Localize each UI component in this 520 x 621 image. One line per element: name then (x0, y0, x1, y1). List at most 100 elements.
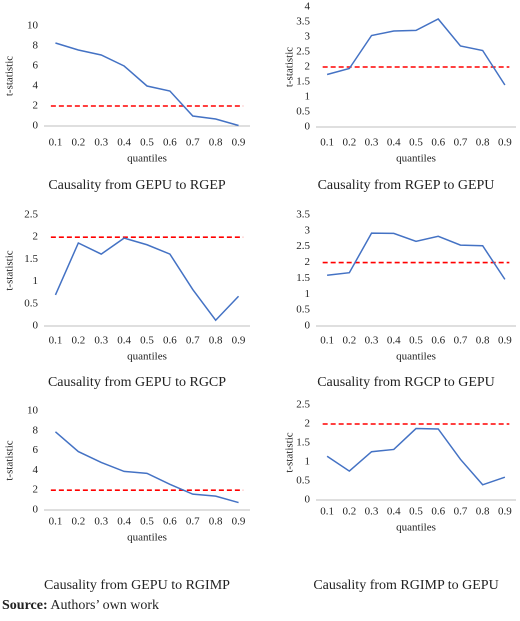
x-tick-label: 0.8 (209, 335, 223, 347)
x-tick-label: 0.6 (431, 335, 445, 347)
chart-caption: Causality from GEPU to RGEP (48, 178, 226, 193)
y-tick-label: 2 (33, 484, 39, 496)
x-tick-label: 0.7 (186, 137, 200, 149)
y-tick-label: 2.5 (24, 209, 38, 221)
x-tick-label: 0.9 (498, 506, 512, 518)
x-tick-label: 0.2 (71, 335, 85, 347)
x-tick-label: 0.1 (49, 335, 63, 347)
y-tick-label: 1.5 (24, 253, 38, 265)
y-tick-label: 2 (305, 256, 311, 268)
x-tick-label: 0.2 (342, 137, 356, 149)
data-line (54, 237, 240, 322)
y-tick-label: 1.5 (296, 76, 310, 88)
x-tick-label: 0.6 (431, 137, 445, 149)
x-tick-label: 0.6 (163, 516, 177, 528)
y-tick-label: 0 (33, 504, 39, 516)
x-tick-label: 0.8 (209, 516, 223, 528)
y-tick-label: 10 (27, 20, 39, 32)
y-tick-label: 2 (305, 61, 311, 73)
y-tick-label: 3 (305, 224, 311, 236)
x-tick-label: 0.7 (454, 137, 468, 149)
x-tick-label: 0.3 (94, 516, 108, 528)
source-note: Source: Authors’ own work (2, 598, 159, 613)
y-tick-label: 3.5 (296, 209, 310, 221)
source-text: Authors’ own work (50, 598, 159, 613)
x-tick-label: 0.4 (117, 516, 131, 528)
x-axis-label: quantiles (127, 532, 167, 544)
y-axis-label: t-statistic (284, 47, 296, 87)
x-tick-label: 0.1 (320, 506, 334, 518)
y-tick-label: 4 (33, 80, 39, 92)
x-tick-label: 0.5 (140, 137, 154, 149)
data-line (54, 431, 239, 504)
y-tick-label: 1.5 (296, 272, 310, 284)
y-tick-label: 0.5 (296, 106, 310, 118)
chart-caption: Causality from GEPU to RGIMP (44, 578, 230, 593)
x-tick-label: 0.7 (454, 335, 468, 347)
y-tick-label: 3.5 (296, 16, 310, 28)
x-tick-label: 0.2 (342, 506, 356, 518)
x-tick-label: 0.6 (163, 137, 177, 149)
x-tick-label: 0.9 (232, 137, 246, 149)
y-tick-label: 2.5 (296, 46, 310, 58)
y-axis-label: t-statistic (4, 56, 16, 96)
y-tick-label: 0 (33, 320, 39, 332)
x-tick-label: 0.1 (49, 516, 63, 528)
x-tick-label: 0.6 (431, 506, 445, 518)
y-tick-label: 0.5 (296, 475, 310, 487)
x-tick-label: 0.7 (186, 516, 200, 528)
y-tick-label: 0 (305, 494, 311, 506)
y-tick-label: 0.5 (24, 297, 38, 309)
x-tick-label: 0.4 (117, 335, 131, 347)
x-tick-label: 0.9 (232, 516, 246, 528)
x-tick-label: 0.1 (320, 335, 334, 347)
x-tick-label: 0.2 (342, 335, 356, 347)
y-tick-label: 1 (305, 91, 311, 103)
y-tick-label: 1 (305, 456, 311, 468)
x-tick-label: 0.8 (476, 506, 490, 518)
x-tick-label: 0.3 (365, 506, 379, 518)
x-tick-label: 0.5 (140, 516, 154, 528)
x-tick-label: 0.8 (209, 137, 223, 149)
x-tick-label: 0.4 (387, 137, 401, 149)
x-tick-label: 0.2 (71, 516, 85, 528)
chart-caption: Causality from RGEP to GEPU (318, 178, 495, 193)
x-tick-label: 0.5 (140, 335, 154, 347)
x-axis-label: quantiles (396, 522, 436, 534)
chart-caption: Causality from RGIMP to GEPU (313, 578, 498, 593)
y-tick-label: 2 (33, 231, 39, 243)
chart-caption: Causality from GEPU to RGCP (48, 375, 226, 390)
x-tick-label: 0.1 (320, 137, 334, 149)
x-tick-label: 0.4 (387, 335, 401, 347)
chart-caption: Causality from RGCP to GEPU (317, 375, 495, 390)
source-label: Source: (2, 598, 48, 613)
y-tick-label: 0.5 (296, 304, 310, 316)
data-line (326, 18, 506, 86)
x-tick-label: 0.3 (365, 335, 379, 347)
y-axis-label: t-statistic (4, 250, 16, 290)
x-axis-label: quantiles (127, 351, 167, 363)
y-tick-label: 8 (33, 424, 39, 436)
data-line (327, 232, 506, 280)
x-tick-label: 0.3 (94, 137, 108, 149)
y-axis-label: t-statistic (284, 432, 296, 472)
y-tick-label: 2.5 (296, 399, 310, 411)
data-line (326, 427, 506, 486)
data-line (55, 42, 239, 127)
y-tick-label: 0 (305, 121, 311, 133)
y-tick-label: 6 (33, 60, 39, 72)
y-tick-label: 3 (305, 31, 311, 43)
x-axis-label: quantiles (396, 351, 436, 363)
x-tick-label: 0.9 (498, 137, 512, 149)
y-tick-label: 6 (33, 444, 39, 456)
y-tick-label: 2 (33, 100, 39, 112)
y-tick-label: 1 (33, 275, 39, 287)
x-axis-label: quantiles (396, 153, 436, 165)
y-tick-label: 4 (33, 464, 39, 476)
y-tick-label: 1 (305, 288, 311, 300)
x-tick-label: 0.9 (232, 335, 246, 347)
y-tick-label: 8 (33, 40, 39, 52)
x-tick-label: 0.7 (454, 506, 468, 518)
y-tick-label: 10 (27, 405, 39, 417)
